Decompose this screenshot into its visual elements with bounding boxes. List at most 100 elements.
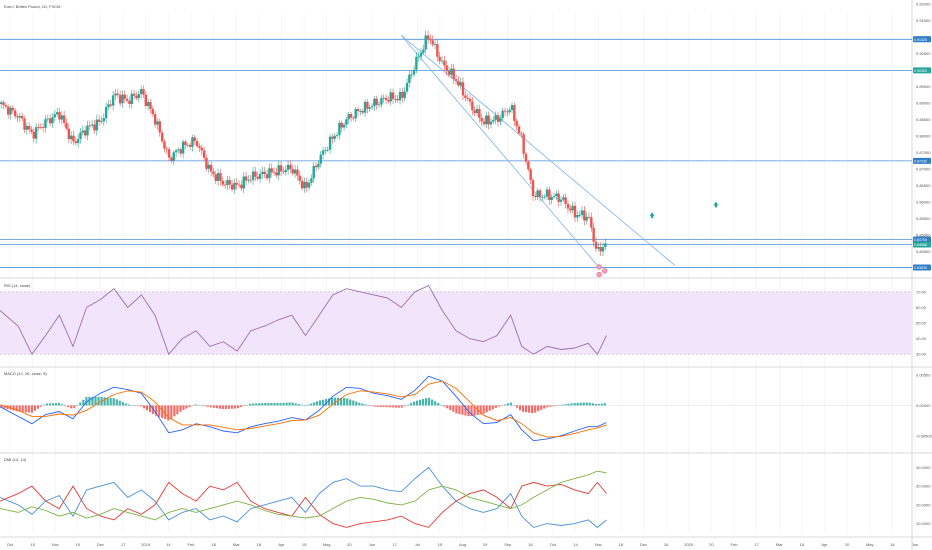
candle-body [401,91,404,98]
macd-histogram-bar [282,402,285,406]
macd-histogram-bar [264,403,267,406]
x-tick-label: 17 [754,542,759,547]
candle-body [163,141,166,149]
candle-body [347,114,350,120]
candle-body [114,93,117,96]
macd-histogram-bar [555,405,558,406]
candle-body [137,93,140,99]
rsi-band [0,291,912,355]
candle-body [382,97,385,99]
candle-body [291,169,294,174]
candle-body [496,115,500,122]
up-arrow-marker [713,201,719,208]
macd-histogram-bar [379,405,382,407]
candle-body [186,144,189,146]
macd-histogram-bar [291,402,294,406]
symbol-title: Euro / British Pound, 1D, FXCM [4,4,60,9]
candle-body [282,171,285,173]
macd-histogram-bar [33,405,36,411]
candle-body [366,101,369,109]
macd-histogram-bar [200,405,203,406]
candle-body [142,89,145,95]
macd-histogram-bar [397,405,400,408]
macd-histogram-bar [509,402,513,406]
candle-body [317,163,320,168]
macd-histogram-bar [358,402,361,406]
candle-body [585,216,588,221]
macd-histogram-bar [51,403,55,406]
dmi-minus-line [0,481,607,528]
macd-histogram-bar [115,399,118,406]
macd-histogram-bar [294,403,297,406]
macd-histogram-bar [525,405,528,413]
macd-histogram-bar [494,405,497,408]
candle-body [25,125,29,130]
macd-histogram-bar [337,397,340,406]
x-tick-label: 2019 [141,542,151,547]
macd-histogram-bar [343,398,346,406]
candle-body [545,189,549,197]
candle-body [319,154,322,164]
candle-body [534,196,537,198]
candle-body [132,93,136,96]
macd-histogram-bar [3,405,6,409]
candle-body [403,91,406,98]
candle-body [193,137,196,141]
macd-histogram-bar [188,405,191,408]
x-tick-label: Apr [821,542,828,547]
candle-body [459,82,462,86]
candle-body [177,149,180,151]
candle-body [53,114,57,118]
candle-body [139,89,143,94]
x-tick-label: 14 [573,542,578,547]
x-tick-label: Apr [278,542,285,547]
candle-body [349,114,353,118]
candle-body [501,110,504,119]
candle-body [368,107,371,109]
candle-body [562,197,565,200]
candle-body [135,95,138,99]
candle-body [310,178,313,183]
macd-histogram-bar [427,397,431,406]
candle-body [284,169,287,173]
candle-body [228,180,231,185]
candle-body [37,127,40,128]
macd-histogram-bar [588,402,591,406]
x-tick-label: Feb [731,542,739,547]
macd-histogram-bar [182,405,185,410]
macd-histogram-bar [370,405,373,407]
price-tag [913,241,931,248]
x-tick-label: 16 [800,542,805,547]
macd-histogram-bar [594,403,597,406]
candle-body [471,101,474,111]
candle-body [219,173,222,181]
candle-body [242,176,245,189]
x-tick-label: Oct [550,542,557,547]
macd-histogram-bar [118,400,121,406]
candle-body [450,68,453,75]
macd-histogram-bar [42,404,46,406]
macd-histogram-bar [91,396,94,406]
candle-body [167,149,171,158]
candle-body [235,182,238,185]
candle-body [240,184,243,189]
macd-histogram-bar [300,404,303,406]
macd-histogram-bar [558,405,561,406]
macd-histogram-bar [340,397,343,406]
candle-body [410,74,413,76]
candle-body [324,150,327,151]
x-tick-label: 18 [890,542,895,547]
x-tick-label: Aug [459,542,466,547]
candle-body [146,102,150,107]
candle-body [510,105,514,111]
candle-body [86,125,89,136]
candle-body [599,246,602,252]
macd-histogram-bar [39,405,43,407]
candle-body [81,130,85,133]
candle-body [580,210,584,215]
candle-body [571,205,574,211]
candle-body [65,122,68,129]
candle-body [375,98,378,105]
candle-body [296,169,299,176]
candle-body [578,214,581,216]
